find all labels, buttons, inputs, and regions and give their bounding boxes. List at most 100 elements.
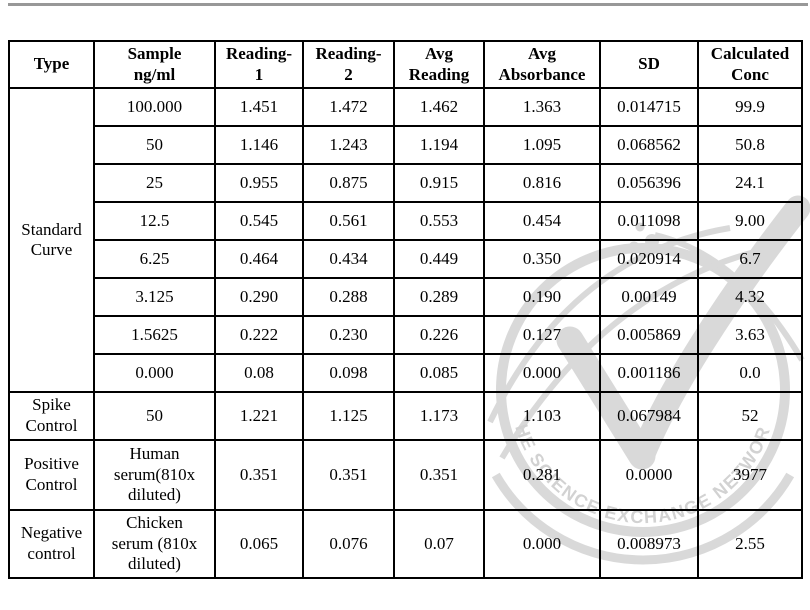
cell-sample: 0.000 bbox=[93, 353, 216, 394]
cell-avg-absorbance: 0.281 bbox=[483, 438, 601, 511]
header-type: Type bbox=[8, 39, 95, 90]
cell-calculated-conc: 6.7 bbox=[697, 239, 803, 280]
table-row: 12.5 0.545 0.561 0.553 0.454 0.011098 9.… bbox=[9, 201, 803, 242]
cell-sd: 0.020914 bbox=[599, 239, 699, 280]
cell-reading-2: 1.243 bbox=[302, 125, 395, 166]
cell-sd: 0.068562 bbox=[599, 125, 699, 166]
header-row: Type Sample ng/ml Reading- 1 Reading- 2 … bbox=[8, 39, 803, 90]
cell-reading-1: 1.146 bbox=[214, 125, 304, 166]
cell-reading-2: 0.288 bbox=[302, 277, 395, 318]
cell-avg-absorbance: 0.000 bbox=[483, 508, 601, 580]
cell-calculated-conc: 50.8 bbox=[697, 125, 803, 166]
table-row: 50 1.146 1.243 1.194 1.095 0.068562 50.8 bbox=[9, 125, 803, 166]
cell-reading-2: 0.230 bbox=[302, 315, 395, 356]
cell-sd: 0.001186 bbox=[599, 353, 699, 394]
table-row: Standard Curve 100.000 1.451 1.472 1.462… bbox=[8, 87, 803, 394]
cell-calculated-conc: 99.9 bbox=[697, 87, 803, 128]
cell-avg-absorbance: 0.127 bbox=[483, 315, 601, 356]
row-group-label-spike-control: Spike Control bbox=[8, 391, 95, 441]
cell-avg-reading: 0.289 bbox=[393, 277, 485, 318]
cell-reading-1: 0.065 bbox=[214, 508, 304, 580]
cell-avg-reading: 1.462 bbox=[393, 87, 485, 128]
cell-sd: 0.008973 bbox=[599, 508, 699, 580]
cell-calculated-conc: 9.00 bbox=[697, 201, 803, 242]
cell-sd: 0.067984 bbox=[599, 391, 699, 441]
cell-sd: 0.005869 bbox=[599, 315, 699, 356]
cell-avg-reading: 1.173 bbox=[393, 391, 485, 441]
cell-avg-absorbance: 0.350 bbox=[483, 239, 601, 280]
cell-sample: 12.5 bbox=[93, 201, 216, 242]
cell-avg-absorbance: 1.363 bbox=[483, 87, 601, 128]
cell-reading-1: 0.351 bbox=[214, 438, 304, 511]
table-row: 6.25 0.464 0.434 0.449 0.350 0.020914 6.… bbox=[9, 239, 803, 280]
table-row: Positive Control Human serum(810x dilute… bbox=[8, 438, 803, 511]
cell-avg-absorbance: 0.000 bbox=[483, 353, 601, 394]
cell-reading-2: 0.434 bbox=[302, 239, 395, 280]
header-avg-reading: Avg Reading bbox=[393, 39, 485, 90]
cell-reading-2: 1.125 bbox=[302, 391, 395, 441]
page-top-rule bbox=[8, 3, 808, 6]
header-sample: Sample ng/ml bbox=[93, 39, 216, 90]
cell-avg-reading: 0.351 bbox=[393, 438, 485, 511]
cell-calculated-conc: 3977 bbox=[697, 438, 803, 511]
cell-sample: Human serum(810x diluted) bbox=[93, 438, 216, 511]
table-row: 0.000 0.08 0.098 0.085 0.000 0.001186 0.… bbox=[9, 353, 803, 394]
cell-avg-reading: 0.07 bbox=[393, 508, 485, 580]
table-row: 3.125 0.290 0.288 0.289 0.190 0.00149 4.… bbox=[9, 277, 803, 318]
cell-reading-1: 1.221 bbox=[214, 391, 304, 441]
cell-reading-2: 1.472 bbox=[302, 87, 395, 128]
header-sd: SD bbox=[599, 39, 699, 90]
cell-avg-reading: 0.553 bbox=[393, 201, 485, 242]
row-group-label-standard-curve: Standard Curve bbox=[8, 87, 95, 394]
cell-sample: 50 bbox=[93, 125, 216, 166]
cell-sd: 0.0000 bbox=[599, 438, 699, 511]
table-row: Negative control Chicken serum (810x dil… bbox=[8, 508, 803, 580]
cell-reading-2: 0.561 bbox=[302, 201, 395, 242]
cell-avg-absorbance: 0.190 bbox=[483, 277, 601, 318]
cell-calculated-conc: 24.1 bbox=[697, 163, 803, 204]
cell-reading-1: 1.451 bbox=[214, 87, 304, 128]
cell-sd: 0.011098 bbox=[599, 201, 699, 242]
cell-calculated-conc: 4.32 bbox=[697, 277, 803, 318]
cell-sd: 0.056396 bbox=[599, 163, 699, 204]
cell-reading-1: 0.222 bbox=[214, 315, 304, 356]
cell-reading-1: 0.290 bbox=[214, 277, 304, 318]
cell-sample: 100.000 bbox=[93, 87, 216, 128]
cell-reading-2: 0.351 bbox=[302, 438, 395, 511]
cell-avg-absorbance: 0.454 bbox=[483, 201, 601, 242]
cell-avg-absorbance: 1.103 bbox=[483, 391, 601, 441]
cell-sample: 25 bbox=[93, 163, 216, 204]
cell-reading-1: 0.08 bbox=[214, 353, 304, 394]
cell-sample: 6.25 bbox=[93, 239, 216, 280]
cell-sd: 0.00149 bbox=[599, 277, 699, 318]
header-reading-1: Reading- 1 bbox=[214, 39, 304, 90]
header-avg-absorbance: Avg Absorbance bbox=[483, 39, 601, 90]
cell-sample: Chicken serum (810x diluted) bbox=[93, 508, 216, 580]
cell-reading-2: 0.098 bbox=[302, 353, 395, 394]
table-row: 1.5625 0.222 0.230 0.226 0.127 0.005869 … bbox=[9, 315, 803, 356]
cell-calculated-conc: 52 bbox=[697, 391, 803, 441]
cell-avg-reading: 1.194 bbox=[393, 125, 485, 166]
cell-sd: 0.014715 bbox=[599, 87, 699, 128]
header-calculated-conc: Calculated Conc bbox=[697, 39, 803, 90]
elisa-results-table: Type Sample ng/ml Reading- 1 Reading- 2 … bbox=[8, 39, 803, 580]
cell-avg-absorbance: 0.816 bbox=[483, 163, 601, 204]
cell-avg-reading: 0.085 bbox=[393, 353, 485, 394]
table-row: 25 0.955 0.875 0.915 0.816 0.056396 24.1 bbox=[9, 163, 803, 204]
cell-avg-reading: 0.915 bbox=[393, 163, 485, 204]
cell-avg-reading: 0.226 bbox=[393, 315, 485, 356]
cell-reading-1: 0.545 bbox=[214, 201, 304, 242]
cell-avg-reading: 0.449 bbox=[393, 239, 485, 280]
cell-calculated-conc: 3.63 bbox=[697, 315, 803, 356]
cell-sample: 1.5625 bbox=[93, 315, 216, 356]
cell-sample: 3.125 bbox=[93, 277, 216, 318]
cell-sample: 50 bbox=[93, 391, 216, 441]
cell-reading-2: 0.076 bbox=[302, 508, 395, 580]
row-group-label-positive-control: Positive Control bbox=[8, 438, 95, 511]
cell-calculated-conc: 0.0 bbox=[697, 353, 803, 394]
cell-reading-2: 0.875 bbox=[302, 163, 395, 204]
cell-reading-1: 0.464 bbox=[214, 239, 304, 280]
cell-calculated-conc: 2.55 bbox=[697, 508, 803, 580]
table-row: Spike Control 50 1.221 1.125 1.173 1.103… bbox=[8, 391, 803, 441]
